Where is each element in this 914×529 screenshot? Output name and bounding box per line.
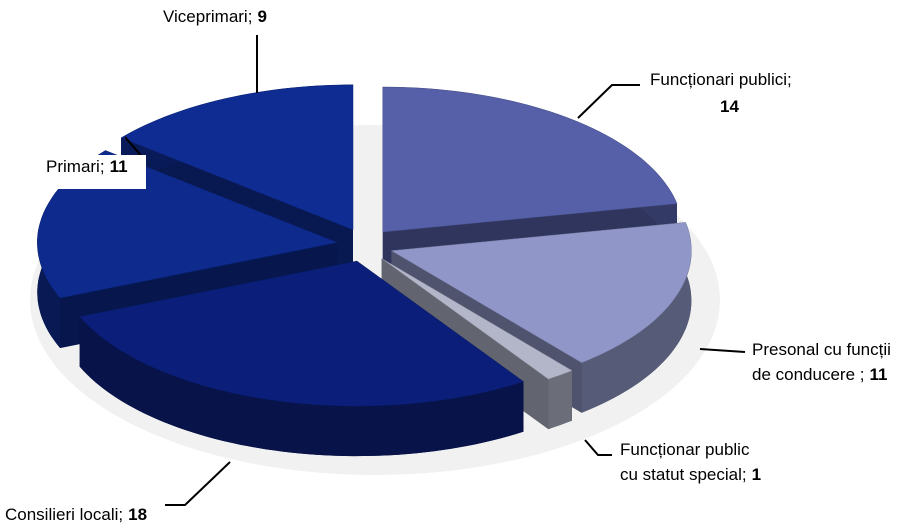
slice — [390, 222, 692, 363]
slice — [120, 84, 354, 231]
label-box — [38, 155, 146, 189]
value-label: 18 — [128, 505, 147, 524]
data-label: Presonal cu funcții de conducere ; — [752, 340, 891, 384]
data-label: Consilieri locali; — [5, 505, 123, 524]
leader-line — [165, 461, 231, 506]
slice-wall — [548, 370, 572, 430]
leader-line — [699, 348, 746, 353]
data-label: Primari; — [46, 157, 105, 176]
value-label: 1 — [752, 465, 761, 484]
slice-wall — [581, 222, 692, 413]
leader-line — [577, 84, 640, 119]
value-label: 9 — [257, 7, 266, 26]
data-label: Funcționari publici; — [650, 70, 792, 89]
data-label: Viceprimari; — [163, 7, 252, 26]
slice — [382, 86, 678, 233]
data-label: Funcționar public cu statut special; — [620, 440, 750, 484]
value-label: 11 — [869, 365, 887, 384]
slice — [381, 258, 573, 380]
slice-wall — [79, 316, 524, 457]
value-label: 14 — [720, 97, 739, 116]
value-label: 11 — [110, 157, 128, 176]
slice — [79, 260, 525, 407]
leader-line — [584, 439, 612, 456]
